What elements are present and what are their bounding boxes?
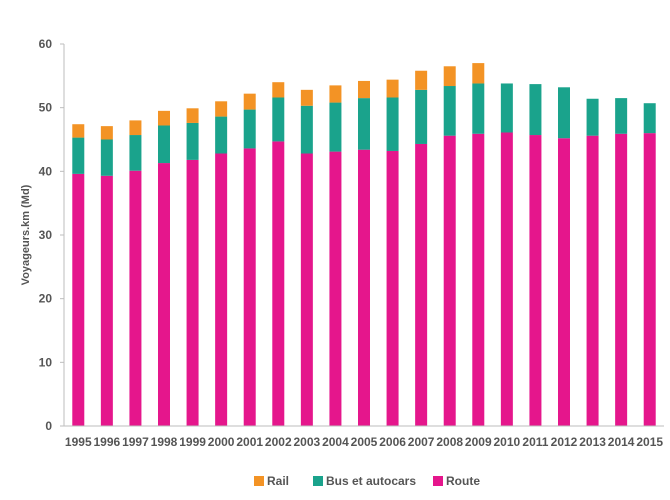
bar-segment-route (615, 133, 628, 426)
bar-segment-bus-et-autocars (415, 89, 428, 144)
bar-segment-route (500, 132, 513, 426)
x-tick-label: 2008 (436, 435, 463, 449)
x-tick-label: 2012 (551, 435, 578, 449)
x-tick-label: 2009 (465, 435, 492, 449)
bar-segment-bus-et-autocars (243, 109, 256, 149)
x-tick-label: 1999 (179, 435, 206, 449)
x-tick-label: 2014 (608, 435, 635, 449)
bar-segment-rail (186, 108, 199, 123)
bar-segment-route (300, 153, 313, 426)
legend-swatch (313, 476, 323, 486)
bar-segment-bus-et-autocars (386, 97, 399, 151)
bar-segment-bus-et-autocars (329, 102, 342, 152)
bar-segment-rail (300, 89, 313, 106)
bar-segment-route (186, 159, 199, 426)
x-tick-label: 2013 (579, 435, 606, 449)
bar-segment-bus-et-autocars (615, 98, 628, 134)
y-tick-label: 10 (39, 355, 53, 369)
bar-segment-route (472, 133, 485, 426)
legend-swatch (433, 476, 443, 486)
bar-segment-bus-et-autocars (558, 87, 570, 139)
bar-segment-bus-et-autocars (529, 84, 542, 136)
y-tick-label: 30 (39, 228, 53, 242)
bar-segment-route (415, 143, 428, 426)
legend-label: Rail (267, 474, 289, 488)
bar-segment-bus-et-autocars (443, 86, 456, 136)
x-tick-label: 2006 (379, 435, 406, 449)
bar-segment-rail (272, 82, 285, 98)
y-tick-label: 50 (39, 101, 53, 115)
bar-segment-route (529, 135, 542, 427)
y-tick-label: 60 (39, 37, 53, 51)
x-tick-label: 2010 (494, 435, 521, 449)
bar-segment-rail (129, 120, 142, 136)
bar-segment-bus-et-autocars (472, 83, 485, 134)
x-tick-label: 2011 (522, 435, 548, 449)
bar-segment-bus-et-autocars (643, 103, 656, 134)
x-tick-label: 1998 (151, 435, 178, 449)
bar-segment-bus-et-autocars (72, 137, 85, 174)
x-tick-label: 2000 (208, 435, 235, 449)
bars (72, 63, 656, 427)
bar-segment-route (129, 170, 142, 426)
legend-label: Bus et autocars (326, 474, 416, 488)
bar-segment-bus-et-autocars (215, 116, 228, 154)
bar-segment-route (643, 133, 656, 426)
bar-segment-rail (329, 85, 342, 103)
bar-segment-bus-et-autocars (358, 98, 370, 150)
x-axis: 1995 1996 1997 1998 1999 2000 2001 2002 2003 2004… (64, 425, 664, 449)
x-tick-label: 2007 (408, 435, 435, 449)
legend: Rail Bus et autocars Route (254, 474, 480, 488)
bar-segment-rail (72, 124, 85, 138)
x-tick-label: 2004 (322, 435, 349, 449)
bar-segment-rail (358, 80, 370, 99)
bar-segment-route (358, 149, 370, 426)
bar-segment-bus-et-autocars (500, 83, 513, 133)
x-tick-label: 2002 (265, 435, 292, 449)
bar-segment-bus-et-autocars (186, 122, 199, 160)
x-tick-label: 1997 (122, 435, 149, 449)
bar-segment-bus-et-autocars (100, 139, 113, 176)
x-tick-label: 2005 (351, 435, 378, 449)
x-tick-label: 1995 (65, 435, 92, 449)
bar-segment-route (72, 173, 85, 426)
bar-segment-bus-et-autocars (300, 105, 313, 154)
bar-segment-bus-et-autocars (129, 135, 142, 171)
bar-segment-rail (472, 63, 485, 84)
bar-segment-route (272, 141, 285, 426)
bar-segment-rail (158, 110, 170, 126)
x-tick-label: 2001 (236, 435, 263, 449)
y-tick-label: 40 (39, 164, 53, 178)
bar-segment-bus-et-autocars (272, 97, 285, 142)
y-tick-label: 20 (39, 292, 53, 306)
x-tick-label: 2003 (294, 435, 321, 449)
legend-label: Route (446, 474, 480, 488)
bar-segment-rail (100, 126, 113, 140)
bar-segment-rail (215, 101, 228, 117)
legend-swatch (254, 476, 264, 486)
bar-segment-route (158, 163, 170, 426)
bar-segment-bus-et-autocars (586, 98, 599, 136)
bar-segment-rail (243, 93, 256, 110)
bar-segment-route (243, 148, 256, 426)
bar-segment-bus-et-autocars (158, 125, 170, 164)
bar-segment-route (100, 175, 113, 426)
bar-segment-rail (415, 70, 428, 90)
bar-segment-route (215, 153, 228, 426)
y-axis-title: Voyageurs.km (Md) (20, 184, 32, 285)
bar-segment-rail (443, 66, 456, 87)
bar-segment-route (558, 138, 570, 427)
y-tick-label: 0 (45, 419, 52, 433)
bar-segment-route (329, 151, 342, 426)
x-tick-label: 1996 (94, 435, 121, 449)
bar-segment-rail (386, 79, 399, 98)
x-tick-label: 2015 (636, 435, 663, 449)
bar-segment-route (386, 150, 399, 426)
bar-segment-route (443, 135, 456, 426)
y-axis: 0 10 20 30 40 50 60 (39, 37, 65, 433)
bar-segment-route (586, 135, 599, 426)
